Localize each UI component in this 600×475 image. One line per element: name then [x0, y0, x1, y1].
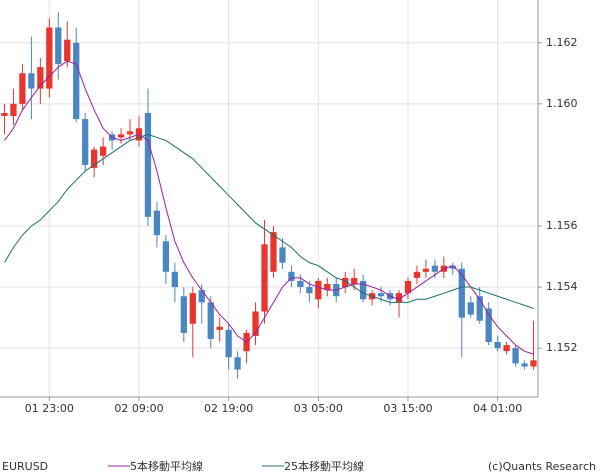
- candle-body: [198, 290, 205, 303]
- candle-body: [189, 293, 196, 324]
- candle-body: [315, 280, 322, 300]
- candle-body: [162, 241, 170, 272]
- candle-body: [261, 244, 268, 312]
- legend-label: 5本移動平均線: [130, 459, 203, 473]
- candle-body: [207, 302, 214, 339]
- candle-body: [521, 363, 528, 367]
- candle-body: [1, 112, 8, 117]
- candle-body: [73, 42, 80, 120]
- candle-body: [216, 326, 223, 330]
- candle-body: [449, 265, 456, 269]
- candle-body: [431, 265, 439, 272]
- candle-body: [476, 296, 483, 321]
- candle-body: [225, 329, 232, 358]
- symbol: EURUSD: [2, 460, 48, 473]
- candle-body: [28, 73, 35, 89]
- candle-body: [10, 103, 17, 117]
- ma-line: [4, 60, 534, 355]
- candle-body: [467, 302, 474, 315]
- y-tick-label: 1.152: [546, 341, 578, 354]
- candle-body: [395, 293, 403, 303]
- y-tick-label: 1.160: [546, 97, 578, 110]
- candle-body: [99, 146, 107, 156]
- candle-body: [117, 134, 125, 138]
- candle-body: [234, 357, 241, 370]
- x-tick-label: 03 05:00: [294, 402, 343, 415]
- candle-body: [279, 247, 286, 263]
- candle-body: [512, 348, 519, 364]
- ma-line: [4, 133, 534, 309]
- candle-body: [494, 342, 501, 349]
- candle-body: [503, 345, 510, 352]
- y-tick-label: 1.162: [546, 36, 578, 49]
- y-tick-label: 1.156: [546, 219, 578, 232]
- candle-body: [153, 210, 161, 236]
- candle-body: [458, 268, 465, 318]
- candle-body: [180, 296, 187, 333]
- candle-body: [19, 73, 26, 104]
- candle-body: [37, 67, 44, 89]
- candle-body: [306, 287, 313, 294]
- candle-body: [413, 271, 421, 278]
- candle-body: [404, 280, 412, 294]
- legend-label: 25本移動平均線: [284, 459, 364, 473]
- candle-body: [91, 149, 98, 168]
- candle-body: [324, 284, 331, 291]
- candle-body: [144, 112, 152, 217]
- candle-body: [351, 277, 358, 285]
- source: (c)Quants Research: [488, 460, 596, 473]
- y-tick-label: 1.154: [546, 280, 578, 293]
- candle-body: [485, 308, 492, 343]
- candle-body: [171, 271, 178, 288]
- candle-body: [270, 232, 277, 272]
- candle-body: [422, 268, 430, 272]
- candle-body: [55, 27, 62, 65]
- candle-body: [360, 280, 367, 300]
- candle-body: [252, 311, 259, 336]
- candle-body: [64, 39, 71, 62]
- candle-body: [297, 280, 304, 288]
- candle-body: [126, 131, 134, 135]
- candle-body: [377, 293, 385, 297]
- x-tick-label: 02 19:00: [204, 402, 253, 415]
- x-tick-label: 01 23:00: [25, 402, 74, 415]
- candle-body: [342, 277, 349, 288]
- candle-body: [530, 360, 537, 367]
- x-tick-label: 03 15:00: [383, 402, 432, 415]
- x-tick-label: 04 01:00: [473, 402, 522, 415]
- x-tick-label: 02 09:00: [114, 402, 163, 415]
- candle-body: [288, 271, 295, 281]
- candle-body: [82, 119, 89, 165]
- candle-body: [46, 27, 53, 89]
